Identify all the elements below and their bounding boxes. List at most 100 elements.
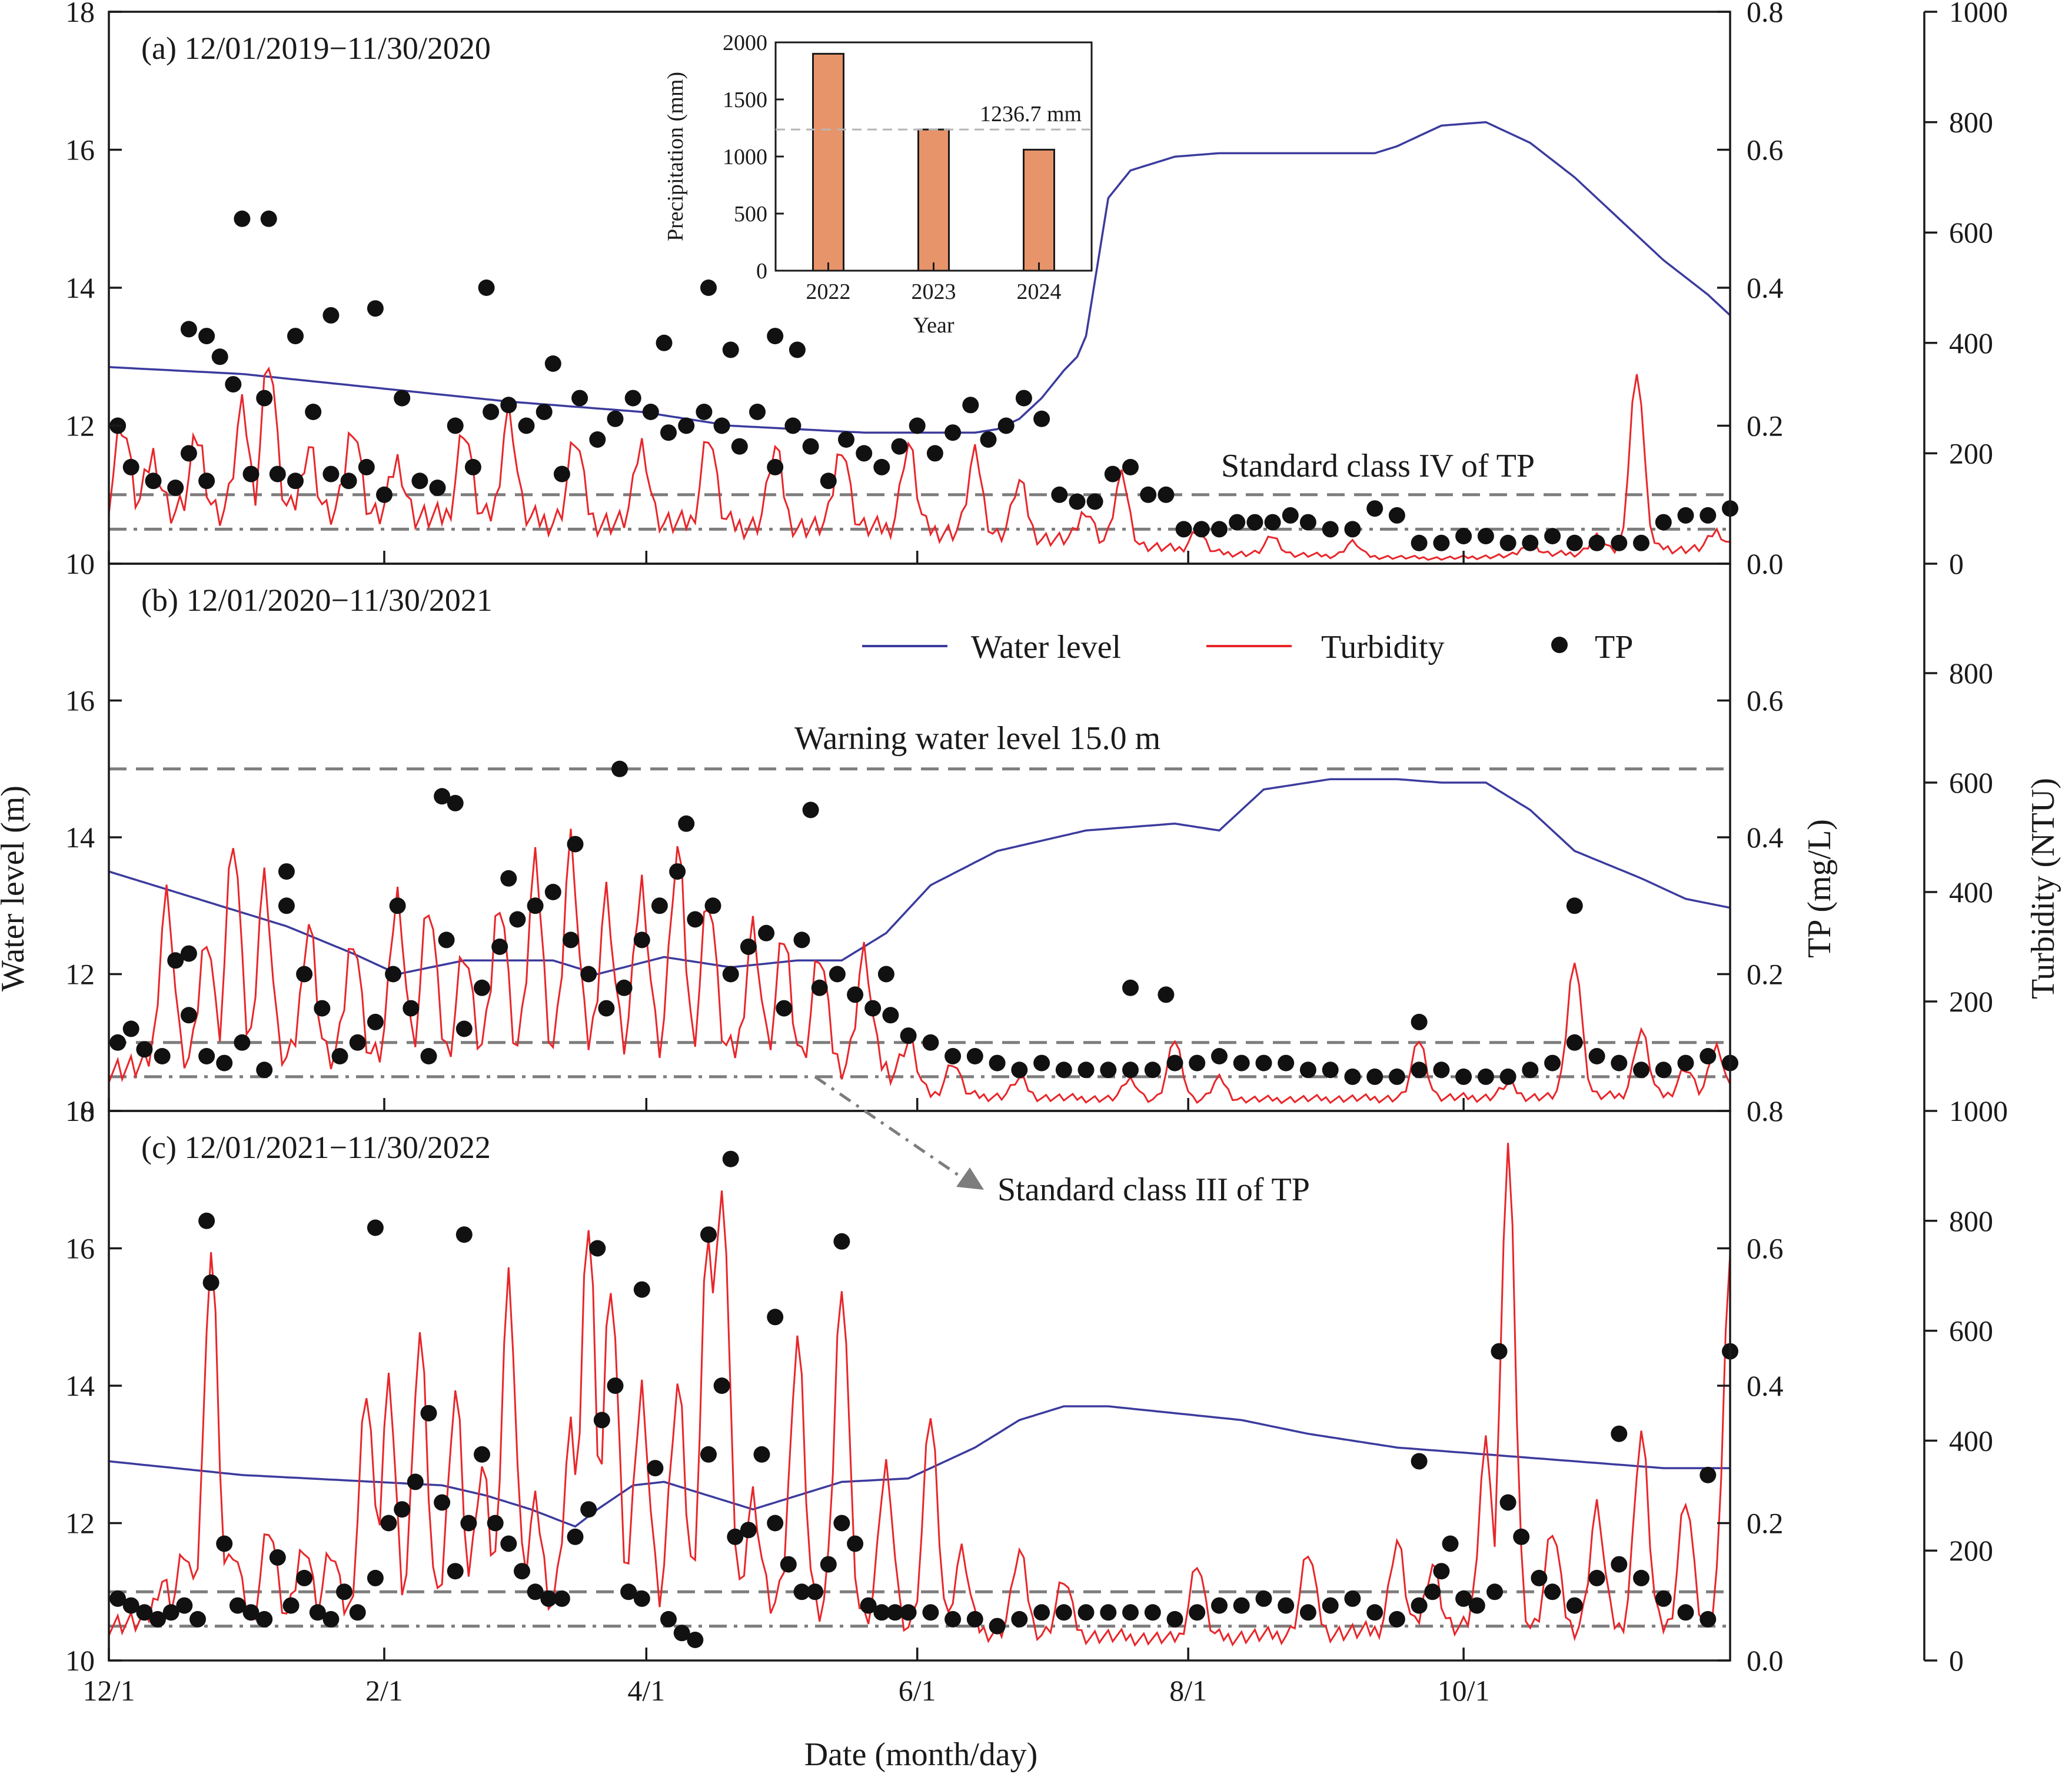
tp-point [922,1034,939,1051]
tp-point [1366,500,1383,517]
tp-point [1424,1583,1441,1600]
tp-point [909,417,926,434]
tp-point [642,404,659,420]
tp-point [514,1563,530,1580]
tp-point [997,417,1015,434]
tp-point [322,307,340,324]
tp-point [700,279,717,296]
tp-point [122,458,139,475]
tp-point [847,1535,864,1552]
y-left-tick-label: 18 [65,1094,95,1127]
legend-turbidity-label: Turbidity [1321,629,1445,665]
tp-point [189,1610,206,1628]
tp-point [989,1054,1006,1071]
tp-point [784,417,801,434]
tp-point [1455,1068,1472,1085]
tp-point [820,472,837,490]
y-left-tick-label: 18 [65,0,95,28]
tp-point [758,924,775,941]
tp-point [1491,1343,1508,1360]
tp-point [242,1604,260,1621]
tp-point [820,1556,837,1573]
tp-point [780,1556,797,1573]
x-tick-label: 6/1 [899,1674,936,1707]
tp-point [1299,514,1316,531]
inset-y-tick-label: 500 [734,202,767,227]
tp-point [767,458,784,475]
tp-point [1166,1054,1183,1071]
tp-point [1211,521,1228,538]
y-turbidity-tick-label: 800 [1949,106,1993,139]
tp-point [367,1219,384,1236]
x-tick-label: 4/1 [627,1674,665,1707]
tp-point [1122,979,1139,996]
y-left-tick-label: 10 [65,1644,95,1677]
tp-point [460,1515,477,1532]
tp-point [873,458,890,475]
tp-point [340,472,357,490]
tp-point [1100,1061,1117,1079]
tp-point [567,1528,584,1545]
y-left-tick-label: 14 [65,821,95,854]
tp-point [660,424,677,441]
y-turbidity-tick-label: 200 [1949,1534,1993,1567]
tp-point [1366,1068,1383,1085]
y-tp-tick-label: 0.6 [1747,1232,1784,1265]
tp-point [891,438,908,455]
tp-point [1633,1569,1649,1586]
inset-x-axis-title: Year [913,313,954,338]
tp-point [620,1583,637,1600]
tp-point [1189,1604,1206,1621]
tp-point [136,1604,153,1621]
tp-point [1255,1590,1272,1607]
tp-point [256,390,273,407]
y-left-tick-label: 10 [65,547,95,580]
tp-point [713,417,730,434]
tp-point [1322,1597,1339,1614]
tp-point [1522,534,1539,551]
tp-point [287,328,304,345]
panels: (a) 12/01/2019−11/30/2020 (b) 12/01/2020−… [108,31,1738,1648]
tp-point [1264,514,1281,531]
tp-point [1499,534,1516,551]
tp-point [811,979,828,996]
tp-point [944,424,962,441]
tp-point [1433,1061,1450,1079]
tp-point [176,1597,193,1614]
turbidity-line-b [108,828,1731,1104]
tp-point [740,1522,757,1539]
tp-point [1175,521,1192,538]
tp-point [1486,1583,1503,1600]
y-left-tick-label: 14 [65,1369,95,1402]
tp-point [367,1013,384,1030]
tp-point [438,931,455,949]
tp-point [1677,1054,1694,1071]
tp-point [1633,1061,1649,1079]
tp-point [633,931,650,949]
tp-point [122,1020,139,1037]
tp-point [704,897,721,914]
x-tick-label: 12/1 [83,1674,135,1707]
tp-point [980,431,997,448]
tp-point [1477,1068,1494,1085]
y-turbidity-tick-label: 800 [1949,657,1993,690]
tp-point [1455,1590,1472,1607]
tp-point [793,1583,810,1600]
tp-point [1189,1054,1206,1071]
tp-point [474,979,490,996]
legend-tp-swatch [1551,637,1568,653]
tp-point [633,1590,650,1607]
tp-point [314,1000,331,1017]
tp-point [1411,1061,1428,1079]
y-left-axis-title: Water level (m) [0,786,31,991]
tp-point [256,1610,273,1628]
tp-point [447,794,464,811]
tp-point [216,1054,233,1071]
tp-point [269,465,286,482]
tp-point [926,445,943,462]
tp-point [1229,514,1246,531]
tp-point [407,1473,424,1490]
tp-point [1077,1061,1095,1079]
panel-frame-c [108,1110,1731,1662]
